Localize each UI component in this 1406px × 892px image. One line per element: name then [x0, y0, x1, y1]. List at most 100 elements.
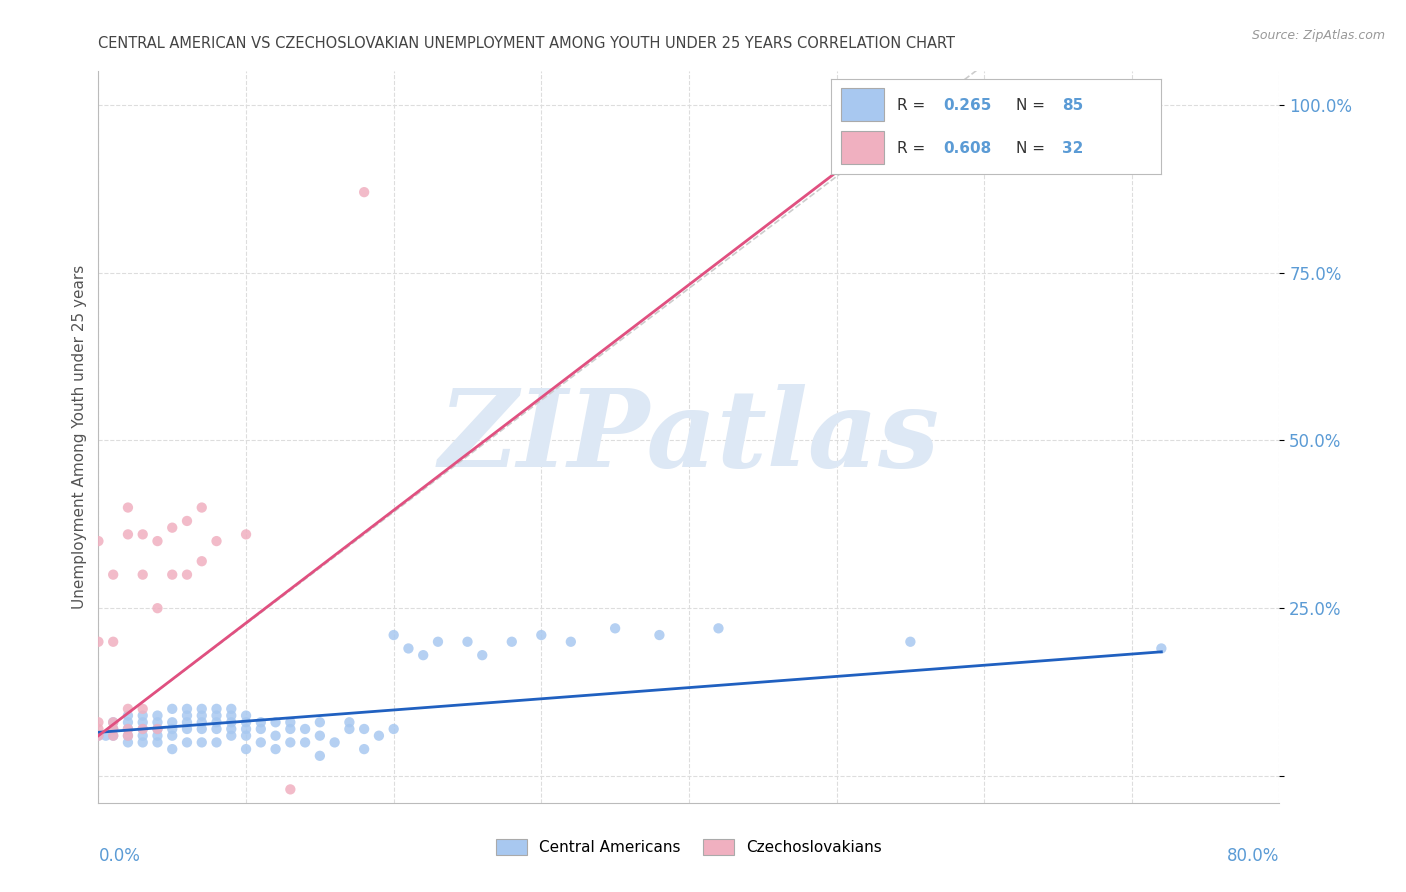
Point — [146, 534, 169, 549]
Point — [146, 601, 169, 615]
Point — [205, 735, 228, 749]
Point — [309, 729, 332, 743]
Text: 0.0%: 0.0% — [98, 847, 141, 864]
Point — [103, 715, 125, 730]
Point — [87, 722, 110, 736]
Point — [132, 729, 155, 743]
Point — [191, 735, 214, 749]
Point — [146, 715, 169, 730]
Point — [132, 722, 155, 736]
Point — [103, 722, 125, 736]
Point — [162, 715, 183, 730]
Point — [250, 715, 273, 730]
Point — [471, 648, 494, 662]
Point — [103, 729, 125, 743]
Point — [235, 742, 257, 756]
Point — [264, 729, 287, 743]
Point — [205, 702, 228, 716]
Point — [176, 715, 198, 730]
Point — [87, 534, 110, 549]
Point — [427, 634, 450, 648]
Point — [103, 729, 125, 743]
Text: CENTRAL AMERICAN VS CZECHOSLOVAKIAN UNEMPLOYMENT AMONG YOUTH UNDER 25 YEARS CORR: CENTRAL AMERICAN VS CZECHOSLOVAKIAN UNEM… — [98, 36, 956, 51]
Point — [264, 742, 287, 756]
Point — [353, 722, 375, 736]
Point — [132, 722, 155, 736]
Point — [176, 708, 198, 723]
Point — [103, 567, 125, 582]
Point — [191, 708, 214, 723]
Point — [900, 634, 922, 648]
Point — [162, 742, 183, 756]
Point — [132, 708, 155, 723]
Point — [309, 748, 332, 763]
Point — [103, 634, 125, 648]
Point — [205, 715, 228, 730]
Point — [162, 702, 183, 716]
Point — [117, 527, 139, 541]
Point — [132, 715, 155, 730]
Point — [250, 735, 273, 749]
Point — [235, 722, 257, 736]
Legend: Central Americans, Czechoslovakians: Central Americans, Czechoslovakians — [489, 833, 889, 861]
Point — [1150, 641, 1173, 656]
Point — [294, 722, 316, 736]
Point — [191, 500, 214, 515]
Y-axis label: Unemployment Among Youth under 25 years: Unemployment Among Youth under 25 years — [72, 265, 87, 609]
Point — [117, 722, 139, 736]
Point — [707, 621, 730, 635]
Point — [87, 729, 110, 743]
Point — [191, 702, 214, 716]
Point — [87, 634, 110, 648]
Point — [176, 702, 198, 716]
Point — [339, 715, 361, 730]
Point — [235, 708, 257, 723]
Point — [176, 722, 198, 736]
Point — [323, 735, 346, 749]
Point — [132, 567, 155, 582]
Point — [191, 715, 214, 730]
Point — [221, 702, 243, 716]
Point — [176, 514, 198, 528]
Point — [457, 634, 479, 648]
Text: ZIPatlas: ZIPatlas — [439, 384, 939, 490]
Point — [339, 722, 361, 736]
Point — [87, 729, 110, 743]
Point — [132, 735, 155, 749]
Point — [235, 729, 257, 743]
Point — [117, 708, 139, 723]
Point — [117, 729, 139, 743]
Point — [648, 628, 671, 642]
Point — [205, 722, 228, 736]
Point — [162, 567, 183, 582]
Point — [382, 722, 405, 736]
Point — [132, 527, 155, 541]
Point — [412, 648, 434, 662]
Point — [382, 628, 405, 642]
Point — [117, 702, 139, 716]
Point — [117, 735, 139, 749]
Point — [235, 527, 257, 541]
Point — [132, 702, 155, 716]
Point — [221, 715, 243, 730]
Point — [146, 735, 169, 749]
Point — [191, 722, 214, 736]
Point — [117, 722, 139, 736]
Point — [605, 621, 627, 635]
Point — [176, 735, 198, 749]
Point — [353, 185, 375, 199]
Point — [162, 521, 183, 535]
Point — [221, 729, 243, 743]
Point — [162, 722, 183, 736]
Point — [368, 729, 391, 743]
Point — [94, 729, 117, 743]
Point — [221, 708, 243, 723]
Point — [87, 715, 110, 730]
Point — [117, 500, 139, 515]
Point — [264, 715, 287, 730]
Point — [398, 641, 420, 656]
Point — [103, 722, 125, 736]
Point — [353, 742, 375, 756]
Point — [146, 729, 169, 743]
Text: 80.0%: 80.0% — [1227, 847, 1279, 864]
